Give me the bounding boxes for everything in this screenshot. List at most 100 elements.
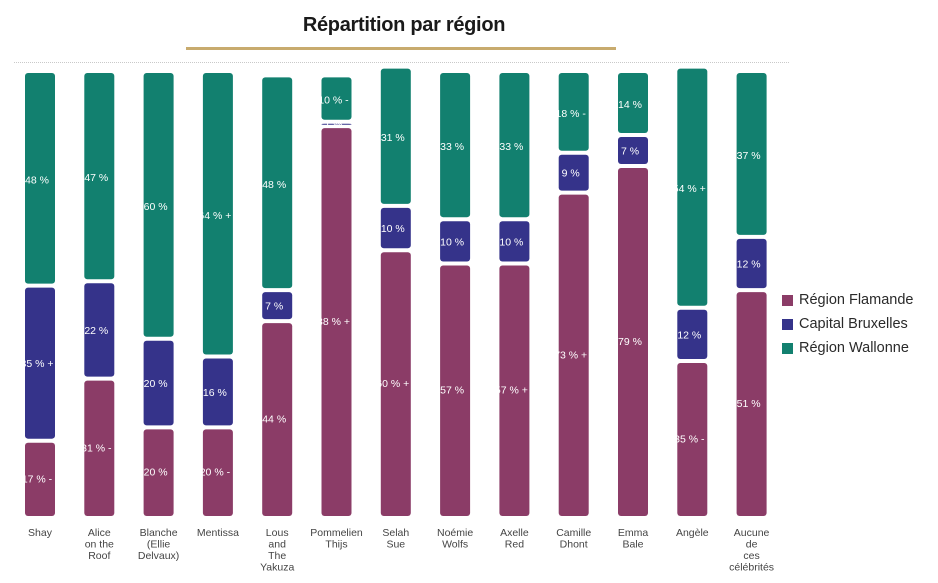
bar-segment	[618, 137, 648, 165]
data-label: 37 %	[737, 150, 761, 162]
data-label: 64 % +	[198, 210, 231, 222]
bar-segment	[440, 73, 471, 218]
category-label: Emma Bale	[618, 527, 648, 551]
category-label: Shay	[28, 527, 53, 539]
data-label: 48 %	[25, 174, 49, 186]
data-label: 22 %	[84, 325, 108, 337]
data-label: 79 %	[618, 336, 642, 348]
bar-segment	[262, 292, 293, 320]
data-label: 10 %	[499, 236, 523, 248]
bar-segment	[25, 287, 55, 439]
data-label: 31 % -	[81, 442, 112, 454]
legend-item: Région Flamande	[782, 288, 913, 312]
bar-segment	[499, 73, 530, 218]
data-label: 12 %	[677, 329, 701, 341]
data-label: 10 %	[440, 236, 464, 248]
bar-segment	[202, 358, 233, 426]
category-label: Axelle Red	[500, 527, 529, 551]
data-label: 44 %	[262, 414, 286, 426]
legend-label: Région Wallonne	[799, 340, 909, 356]
data-label: 17 % -	[22, 473, 53, 485]
bar-segment	[143, 73, 174, 337]
data-label: 54 % +	[673, 183, 706, 195]
data-label: 20 % -	[200, 467, 231, 479]
bar-segment	[143, 429, 174, 516]
bar-segment	[321, 128, 352, 516]
bar-segment	[677, 68, 708, 306]
data-label: 7 %	[621, 146, 639, 158]
data-label: 14 %	[618, 99, 642, 111]
data-label: 9 %	[562, 168, 580, 180]
legend-label: Capital Bruxelles	[799, 316, 908, 332]
bar-segment	[25, 73, 55, 284]
data-label: 18 % -	[556, 108, 587, 120]
bar-segment	[380, 252, 411, 516]
bar-segment	[262, 323, 293, 516]
bar-segment	[321, 77, 352, 120]
data-label: 51 %	[737, 398, 761, 410]
title-underline	[186, 47, 616, 50]
bar-segment	[440, 265, 471, 516]
category-label: Noémie Wolfs	[437, 527, 473, 551]
category-label: Alice on the Roof	[85, 527, 114, 562]
bar-segment	[499, 265, 530, 516]
legend-swatch	[782, 294, 793, 306]
category-label: Lous and The Yakuza	[260, 527, 294, 574]
bar-segment	[677, 309, 708, 359]
chart-title: Répartition par région	[302, 14, 506, 36]
category-label: Mentissa	[197, 527, 239, 539]
category-label: Pommelien Thijs	[310, 527, 363, 551]
bar-segment	[736, 238, 767, 289]
legend-item: Capital Bruxelles	[782, 312, 913, 336]
legend-swatch	[782, 318, 793, 330]
bar-segment	[380, 207, 411, 249]
data-label: 88 % +	[317, 316, 350, 328]
data-label: 57 % +	[495, 385, 528, 397]
bar-segment	[84, 73, 115, 280]
data-label: 1 %	[324, 119, 342, 131]
bar-segment	[380, 68, 411, 204]
bar-segment	[558, 154, 589, 191]
data-label: 33 %	[440, 141, 464, 153]
bar-segment	[677, 362, 708, 516]
data-label: 35 % -	[674, 433, 705, 445]
bar-segment	[499, 221, 530, 262]
category-label: Blanche (Ellie Delvaux)	[138, 527, 179, 562]
data-label: 47 %	[84, 172, 108, 184]
bar-segment	[321, 123, 352, 125]
category-label: Aucune de ces célébrités	[729, 527, 774, 574]
legend: Région Flamande Capital Bruxelles Région W…	[782, 288, 913, 360]
bar-segment	[618, 73, 648, 134]
data-label: 20 %	[144, 378, 168, 390]
bar-segment	[440, 221, 471, 262]
bar-segment	[262, 77, 293, 289]
dotted-separator	[14, 62, 789, 63]
bar-segment	[618, 168, 648, 516]
bar-segment	[84, 380, 115, 516]
data-label: 60 %	[144, 201, 168, 213]
data-label: 20 %	[144, 467, 168, 479]
bar-segment	[25, 442, 55, 516]
data-label: 60 % +	[376, 378, 409, 390]
data-label: 12 %	[737, 258, 761, 270]
category-label: Selah Sue	[382, 527, 409, 551]
data-label: 10 %	[381, 223, 405, 235]
category-label: Camille Dhont	[556, 527, 591, 551]
bar-segment	[143, 340, 174, 426]
bar-segment	[558, 73, 589, 151]
legend-swatch	[782, 342, 793, 354]
data-label: 16 %	[203, 387, 227, 399]
data-label: 7 %	[265, 301, 283, 313]
data-label: 57 %	[440, 385, 464, 397]
data-label: 73 % +	[554, 349, 587, 361]
bar-segment	[558, 194, 589, 517]
data-label: 33 %	[499, 141, 523, 153]
bar-segment	[202, 73, 233, 355]
category-label: Angèle	[676, 527, 709, 539]
bar-segment	[736, 73, 767, 235]
data-label: 10 % -	[318, 95, 349, 107]
legend-item: Région Wallonne	[782, 336, 913, 360]
bar-segment	[736, 292, 767, 516]
legend-label: Région Flamande	[799, 292, 914, 308]
